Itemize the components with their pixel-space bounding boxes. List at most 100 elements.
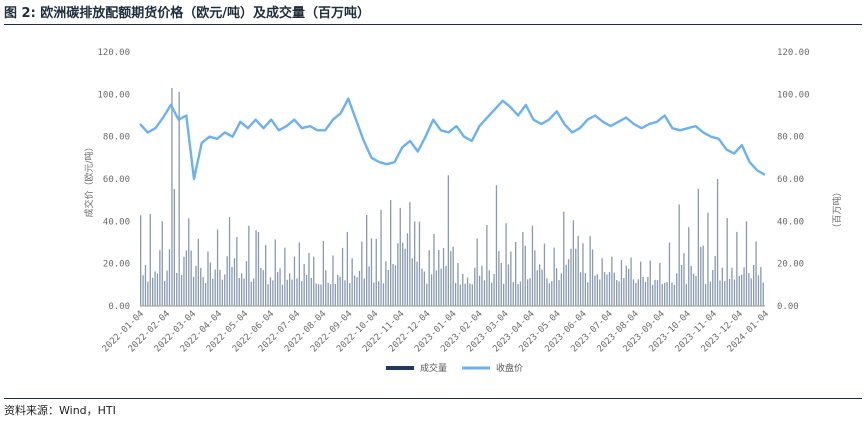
volume-bar bbox=[406, 233, 409, 306]
volume-bar bbox=[216, 229, 219, 306]
volume-bar bbox=[173, 189, 176, 306]
volume-bar bbox=[558, 280, 560, 306]
volume-bar bbox=[356, 277, 358, 306]
volume-bar bbox=[755, 241, 757, 306]
volume-bar bbox=[363, 278, 365, 306]
left-tick-label: 120.00 bbox=[97, 48, 130, 58]
chart-legend: 成交量 收盘价 bbox=[386, 362, 523, 374]
volume-bar bbox=[577, 235, 579, 306]
volume-bar bbox=[341, 247, 344, 306]
right-axis-title: （百万吨） bbox=[831, 187, 843, 232]
volume-bar bbox=[493, 274, 495, 306]
volume-bar bbox=[221, 279, 224, 306]
volume-bar bbox=[298, 242, 301, 306]
volume-bar bbox=[272, 280, 274, 306]
volume-bar bbox=[257, 231, 260, 306]
volume-bar bbox=[652, 284, 654, 306]
volume-bar bbox=[575, 248, 577, 306]
volume-bar bbox=[707, 212, 709, 306]
volume-bar bbox=[233, 258, 236, 306]
volume-bar bbox=[308, 253, 310, 306]
volume-bar bbox=[481, 265, 483, 306]
volume-bar bbox=[353, 275, 356, 306]
volume-bar bbox=[426, 283, 428, 306]
volume-bar bbox=[301, 281, 303, 306]
volume-bar bbox=[394, 265, 397, 306]
volume-bar bbox=[149, 214, 151, 306]
volume-bar bbox=[546, 278, 548, 306]
volume-bar bbox=[358, 270, 361, 306]
x-axis-ticks: 2022-01-042022-02-042022-03-042022-04-04… bbox=[101, 309, 771, 354]
volume-bar bbox=[185, 250, 188, 306]
volume-bar bbox=[760, 266, 762, 306]
volume-bar bbox=[515, 242, 517, 306]
volume-bar bbox=[219, 269, 221, 306]
volume-bar bbox=[495, 185, 498, 306]
volume-bar bbox=[303, 264, 305, 306]
volume-bar bbox=[291, 279, 293, 306]
volume-bar bbox=[248, 225, 250, 306]
volume-bar bbox=[539, 264, 541, 306]
volume-bar bbox=[320, 284, 322, 306]
left-tick-label: 20.00 bbox=[103, 260, 130, 270]
volume-bar bbox=[474, 267, 476, 306]
volume-bar bbox=[250, 281, 252, 306]
volume-bar bbox=[483, 280, 486, 306]
volume-bar bbox=[310, 277, 313, 306]
volume-bar bbox=[584, 273, 587, 306]
volume-bar bbox=[642, 277, 644, 306]
volume-bar bbox=[572, 220, 575, 306]
volume-bar bbox=[503, 283, 505, 306]
volume-bar bbox=[678, 204, 680, 306]
volume-bar bbox=[654, 279, 656, 306]
volume-bar bbox=[601, 258, 603, 306]
volume-bar bbox=[661, 284, 663, 306]
volume-bar bbox=[587, 282, 589, 306]
volume-bar bbox=[565, 264, 567, 306]
volume-bar bbox=[486, 224, 488, 306]
volume-bar bbox=[536, 270, 538, 306]
volume-bar bbox=[719, 280, 721, 306]
volume-bar bbox=[212, 278, 214, 306]
volume-bar bbox=[142, 275, 144, 306]
volume-bar bbox=[644, 281, 647, 306]
volume-bar bbox=[700, 246, 702, 306]
volume-bar bbox=[623, 278, 625, 306]
volume-bar bbox=[567, 259, 570, 306]
legend-price-label: 收盘价 bbox=[496, 362, 523, 374]
volume-bar bbox=[305, 275, 308, 306]
volume-bar bbox=[522, 231, 524, 306]
volume-bar bbox=[325, 270, 327, 306]
volume-bar bbox=[579, 272, 582, 306]
source-note: 资料来源：Wind，HTI bbox=[4, 404, 116, 417]
volume-bar bbox=[524, 245, 526, 306]
volume-bar bbox=[628, 268, 630, 306]
volume-bar bbox=[704, 284, 707, 306]
right-tick-label: 60.00 bbox=[777, 175, 804, 185]
volume-bar bbox=[224, 274, 226, 306]
volume-bar bbox=[192, 276, 195, 306]
volume-bar bbox=[238, 278, 240, 306]
volume-bar bbox=[349, 283, 351, 306]
volume-bar bbox=[207, 251, 209, 306]
volume-bar bbox=[255, 230, 257, 306]
volume-bar bbox=[519, 281, 522, 306]
volume-bar bbox=[664, 282, 666, 306]
volume-bar bbox=[637, 279, 639, 306]
volume-bar bbox=[620, 260, 623, 306]
volume-bar bbox=[228, 217, 231, 306]
volume-bar bbox=[161, 221, 163, 306]
volume-bar bbox=[390, 200, 392, 306]
legend-volume-swatch bbox=[386, 366, 414, 370]
volume-bar bbox=[632, 279, 635, 306]
volume-bar bbox=[603, 272, 606, 306]
volume-bar bbox=[555, 268, 558, 306]
right-tick-label: 0.00 bbox=[777, 302, 799, 312]
volume-bar bbox=[500, 263, 502, 306]
volume-bar bbox=[673, 284, 676, 306]
volume-bar bbox=[668, 242, 671, 306]
volume-bar bbox=[183, 256, 185, 306]
volume-bar bbox=[527, 279, 529, 306]
volume-bar bbox=[640, 261, 642, 306]
